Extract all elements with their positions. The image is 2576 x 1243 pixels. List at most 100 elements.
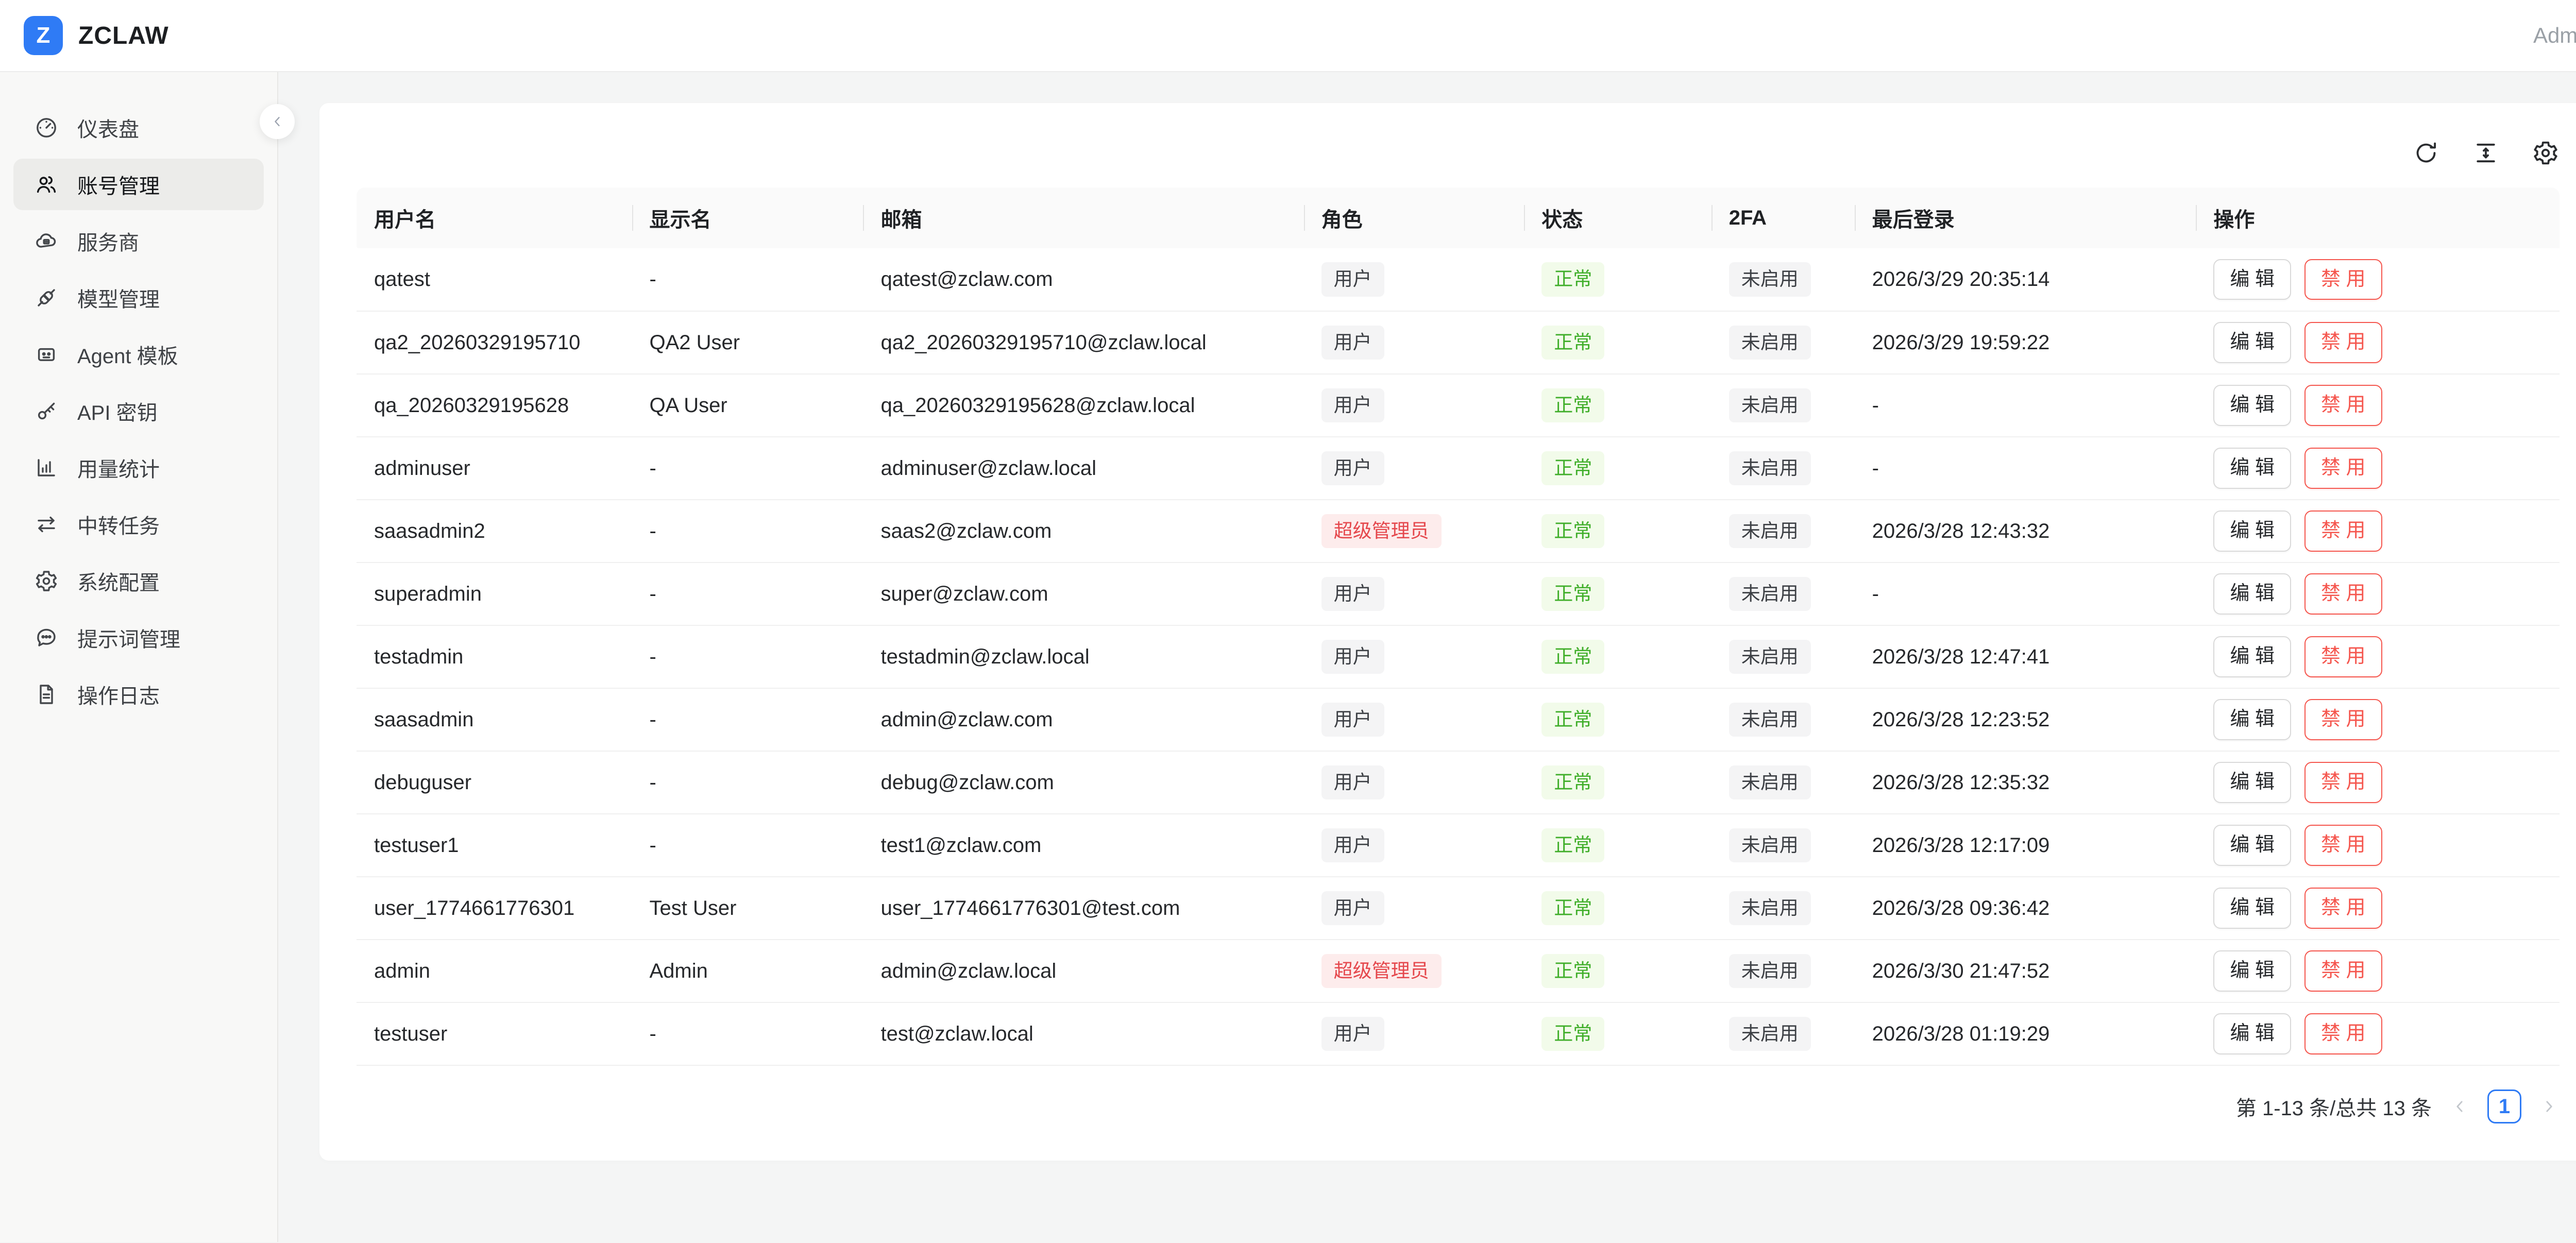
edit-button[interactable]: 编 辑 [2213, 448, 2291, 489]
actions-cell: 编 辑禁 用 [2196, 940, 2560, 1003]
column-height-button[interactable] [2472, 139, 2500, 167]
edit-button[interactable]: 编 辑 [2213, 573, 2291, 615]
edit-button[interactable]: 编 辑 [2213, 259, 2291, 300]
display-name-cell: Test User [632, 877, 863, 940]
display-name-cell: Admin [632, 940, 863, 1003]
last-login-cell: 2026/3/28 12:17:09 [1854, 814, 2196, 877]
settings-gear-button[interactable] [2532, 139, 2560, 167]
email-cell: test@zclaw.local [863, 1002, 1304, 1066]
status-badge: 正常 [1541, 765, 1605, 800]
accounts-table: 用户名 显示名 邮箱 角色 状态 2FA 最后登录 操作 qatest - qatest@zcla… [357, 188, 2560, 1066]
status-cell: 正常 [1524, 625, 1711, 689]
edit-button[interactable]: 编 辑 [2213, 699, 2291, 740]
refresh-icon [2412, 139, 2440, 167]
last-login-cell: - [1854, 563, 2196, 626]
edit-button[interactable]: 编 辑 [2213, 762, 2291, 803]
edit-button[interactable]: 编 辑 [2213, 825, 2291, 866]
pagination: 第 1-13 条/总共 13 条 1 [357, 1089, 2560, 1123]
disable-button[interactable]: 禁 用 [2304, 510, 2382, 552]
edit-button[interactable]: 编 辑 [2213, 1013, 2291, 1054]
sidebar-item-3[interactable]: 模型管理 [13, 272, 264, 323]
refresh-button[interactable] [2412, 139, 2440, 167]
sidebar-item-label: 操作日志 [77, 685, 160, 708]
sidebar-item-1[interactable]: 账号管理 [13, 159, 264, 210]
disable-button[interactable]: 禁 用 [2304, 699, 2382, 740]
sidebar-item-label: 系统配置 [77, 572, 160, 594]
sidebar-item-label: 服务商 [77, 232, 139, 254]
actions-cell: 编 辑禁 用 [2196, 563, 2560, 626]
sidebar-collapse-button[interactable] [260, 104, 295, 139]
disable-button[interactable]: 禁 用 [2304, 636, 2382, 677]
pagination-prev-button[interactable] [2449, 1096, 2470, 1117]
twofa-cell: 未启用 [1711, 563, 1855, 626]
disable-button[interactable]: 禁 用 [2304, 322, 2382, 363]
actions-cell: 编 辑禁 用 [2196, 877, 2560, 940]
edit-button[interactable]: 编 辑 [2213, 385, 2291, 426]
last-login-cell: - [1854, 437, 2196, 500]
twofa-badge: 未启用 [1728, 953, 1811, 989]
sidebar-item-8[interactable]: 系统配置 [13, 555, 264, 607]
role-tag: 用户 [1321, 325, 1384, 360]
column-header-7: 操作 [2196, 188, 2560, 248]
status-cell: 正常 [1524, 1002, 1711, 1066]
sidebar-item-2[interactable]: 服务商 [13, 215, 264, 267]
username-cell: user_1774661776301 [357, 877, 632, 940]
sidebar-item-7[interactable]: 中转任务 [13, 499, 264, 550]
twofa-badge: 未启用 [1728, 576, 1811, 611]
bar-chart-icon [34, 455, 59, 480]
edit-button[interactable]: 编 辑 [2213, 322, 2291, 363]
sidebar-item-5[interactable]: API 密钥 [13, 385, 264, 437]
email-cell: adminuser@zclaw.local [863, 437, 1304, 500]
twofa-cell: 未启用 [1711, 877, 1855, 940]
disable-button[interactable]: 禁 用 [2304, 448, 2382, 489]
table-row-1: qa2_20260329195710 QA2 User qa2_2026032919… [357, 311, 2560, 374]
disable-button[interactable]: 禁 用 [2304, 888, 2382, 929]
edit-button[interactable]: 编 辑 [2213, 636, 2291, 677]
sidebar-item-6[interactable]: 用量统计 [13, 442, 264, 493]
twofa-badge: 未启用 [1728, 702, 1811, 737]
column-header-1: 显示名 [632, 188, 863, 248]
pagination-page-1-button[interactable]: 1 [2487, 1089, 2521, 1123]
edit-button[interactable]: 编 辑 [2213, 950, 2291, 992]
disable-button[interactable]: 禁 用 [2304, 1013, 2382, 1054]
role-tag: 用户 [1321, 891, 1384, 926]
role-cell: 用户 [1303, 374, 1524, 437]
display-name-cell: - [632, 1002, 863, 1066]
brand-name: ZCLAW [78, 22, 169, 49]
sidebar-item-10[interactable]: 操作日志 [13, 669, 264, 720]
sidebar-item-9[interactable]: 提示词管理 [13, 612, 264, 663]
display-name-cell: - [632, 500, 863, 563]
status-badge: 正常 [1541, 702, 1605, 737]
username-cell: testuser [357, 1002, 632, 1066]
disable-button[interactable]: 禁 用 [2304, 825, 2382, 866]
pagination-next-button[interactable] [2539, 1096, 2560, 1117]
twofa-badge: 未启用 [1728, 262, 1811, 297]
status-cell: 正常 [1524, 311, 1711, 374]
column-header-2: 邮箱 [863, 188, 1304, 248]
edit-button[interactable]: 编 辑 [2213, 510, 2291, 552]
pagination-summary: 第 1-13 条/总共 13 条 [2235, 1097, 2432, 1120]
sidebar-item-4[interactable]: Agent 模板 [13, 329, 264, 380]
role-tag: 用户 [1321, 828, 1384, 863]
disable-button[interactable]: 禁 用 [2304, 573, 2382, 615]
disable-button[interactable]: 禁 用 [2304, 385, 2382, 426]
chevron-right-icon [2539, 1096, 2560, 1117]
edit-button[interactable]: 编 辑 [2213, 888, 2291, 929]
header-user-menu[interactable]: Admin [2533, 23, 2576, 47]
layout: 仪表盘账号管理服务商模型管理 Agent 模板 API 密钥 用量统计中转任务系统配置… [0, 72, 2576, 1242]
email-cell: debug@zclaw.com [863, 751, 1304, 814]
role-cell: 用户 [1303, 688, 1524, 752]
status-cell: 正常 [1524, 437, 1711, 500]
table-row-9: testuser1- test1@zclaw.com 用户 正常 未启用 2026/3/2… [357, 814, 2560, 877]
disable-button[interactable]: 禁 用 [2304, 950, 2382, 992]
status-badge: 正常 [1541, 388, 1605, 423]
twofa-cell: 未启用 [1711, 311, 1855, 374]
email-cell: test1@zclaw.com [863, 814, 1304, 877]
role-tag: 用户 [1321, 765, 1384, 800]
twofa-cell: 未启用 [1711, 500, 1855, 563]
disable-button[interactable]: 禁 用 [2304, 762, 2382, 803]
twofa-cell: 未启用 [1711, 437, 1855, 500]
sidebar-item-0[interactable]: 仪表盘 [13, 102, 264, 154]
sidebar-item-label: 仪表盘 [77, 118, 139, 141]
disable-button[interactable]: 禁 用 [2304, 259, 2382, 300]
